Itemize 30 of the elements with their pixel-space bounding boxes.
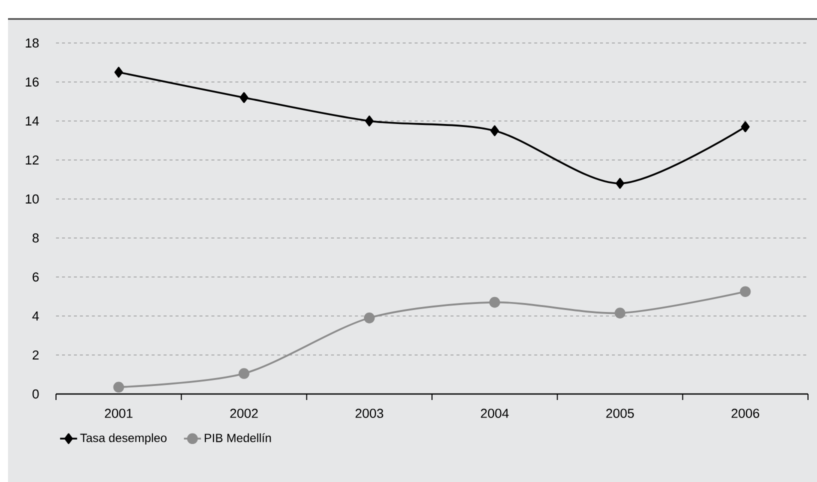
y-tick-label: 18 [26,38,39,48]
y-tick-label: 14 [26,116,39,126]
point [616,178,624,189]
legend-label: Tasa desempleo [80,433,167,444]
x-tick-label: 2004 [480,408,509,418]
x-tick-label: 2006 [732,408,760,418]
point [238,368,250,379]
x-tick-label: 2001 [104,408,132,418]
legend-label: PIB Medellín [204,433,271,442]
y-tick-label: 10 [26,194,39,204]
point [364,312,375,324]
y-tick-label: 4 [32,312,39,320]
point [240,92,248,103]
x-tick-label: 2003 [356,408,384,418]
y-tick-label: 2 [32,350,39,360]
y-tick-label: 12 [26,155,39,165]
y-tick-label: 16 [26,77,39,87]
y-tick-label: 6 [32,272,39,282]
point [113,382,124,393]
point [365,116,374,126]
x-tick-label: 2002 [230,408,258,418]
point [740,286,751,298]
y-tick-label: 0 [32,389,39,399]
x-tick-label: 2005 [606,408,634,418]
point [614,308,626,318]
point [741,121,750,132]
point [489,296,500,308]
point [490,125,499,136]
point [114,66,123,78]
y-tick-label: 8 [32,233,39,243]
